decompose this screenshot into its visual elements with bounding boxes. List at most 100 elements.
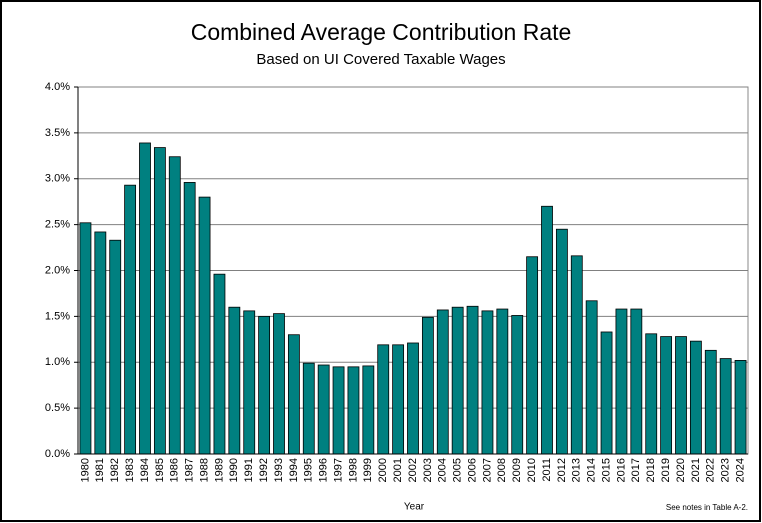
x-tick-label: 1982 (109, 458, 121, 482)
x-tick-label: 2022 (705, 458, 717, 482)
bar (511, 315, 524, 455)
bar (541, 205, 553, 455)
x-tick-label: 2004 (437, 458, 449, 482)
bar (94, 231, 107, 455)
bar (407, 342, 419, 455)
x-tick-label: 1981 (94, 458, 106, 482)
x-tick-label: 1998 (347, 458, 359, 482)
bar (689, 340, 702, 455)
x-tick-label: 1980 (79, 458, 91, 482)
bar (347, 366, 360, 455)
x-tick-label: 2013 (571, 458, 583, 482)
x-tick-label: 1983 (124, 458, 136, 482)
x-tick-label: 2012 (556, 458, 568, 482)
bar (153, 147, 166, 455)
bar (645, 333, 658, 455)
x-tick-label: 1984 (139, 458, 151, 482)
x-tick-label: 1994 (288, 458, 300, 482)
x-tick-label: 2014 (586, 458, 598, 482)
x-tick-label: 2003 (422, 458, 434, 482)
x-tick-label: 2009 (511, 458, 523, 482)
note: See notes in Table A-2. (666, 503, 748, 512)
x-tick-label: 1992 (258, 458, 270, 482)
bar (183, 182, 196, 455)
bar (213, 273, 226, 455)
x-tick-label: 2011 (541, 458, 553, 482)
bar (392, 344, 405, 455)
x-tick-label: 2020 (675, 458, 687, 482)
x-tick-label: 1988 (198, 458, 210, 482)
bar (451, 306, 464, 455)
bar (615, 308, 628, 455)
bar (332, 366, 345, 455)
bar (243, 310, 256, 455)
bar (124, 184, 137, 455)
x-tick-label: 1985 (154, 458, 166, 482)
x-tick-label: 2006 (466, 458, 478, 482)
x-tick-label: 2007 (481, 458, 493, 482)
bar (570, 255, 583, 455)
bar (585, 300, 598, 455)
x-tick-label: 1999 (362, 458, 374, 482)
bar (287, 334, 300, 455)
bar (526, 256, 539, 455)
y-tick-label: 0.0% (45, 448, 70, 460)
bar (719, 358, 732, 455)
x-axis-label: Year (404, 502, 425, 513)
bar (168, 156, 181, 455)
bar (258, 315, 271, 455)
y-tick-label: 1.5% (45, 310, 70, 322)
bar (79, 222, 92, 455)
y-tick-label: 2.5% (45, 219, 70, 231)
bar (139, 142, 151, 455)
bar (496, 308, 509, 455)
x-tick-label: 1996 (318, 458, 330, 482)
x-tick-label: 2005 (452, 458, 464, 482)
bar (377, 344, 390, 455)
bar (466, 305, 479, 455)
bar (109, 239, 122, 455)
y-tick-label: 3.5% (45, 127, 70, 139)
y-tick-label: 0.5% (45, 402, 70, 414)
x-tick-label: 1990 (228, 458, 240, 482)
bar (481, 310, 494, 455)
bar (302, 362, 315, 455)
x-tick-label: 2023 (720, 458, 732, 482)
y-tick-label: 2.0% (45, 264, 70, 276)
bar (436, 309, 449, 455)
y-tick-label: 4.0% (45, 81, 70, 93)
bar (273, 313, 285, 455)
bar (198, 196, 211, 455)
bar (600, 331, 613, 455)
x-tick-label: 1987 (184, 458, 196, 482)
bar (421, 316, 434, 455)
x-tick-label: 2000 (377, 458, 389, 482)
bar (630, 308, 643, 455)
x-tick-label: 2015 (600, 458, 612, 482)
chart-subtitle: Based on UI Covered Taxable Wages (256, 51, 505, 68)
bar (362, 365, 375, 455)
x-tick-label: 2010 (526, 458, 538, 482)
x-tick-label: 2024 (734, 458, 746, 482)
x-tick-label: 1993 (273, 458, 285, 482)
bar (228, 306, 241, 455)
bar (704, 349, 717, 455)
bar (734, 360, 747, 455)
x-tick-label: 1986 (169, 458, 181, 482)
x-tick-label: 1989 (213, 458, 225, 482)
x-tick-label: 2016 (615, 458, 627, 482)
x-tick-label: 2017 (630, 458, 642, 482)
x-tick-label: 2018 (645, 458, 657, 482)
y-tick-label: 3.0% (45, 173, 70, 185)
chart-title: Combined Average Contribution Rate (191, 19, 572, 45)
x-tick-label: 1991 (243, 458, 255, 482)
x-tick-label: 2019 (660, 458, 672, 482)
x-tick-label: 2021 (690, 458, 702, 482)
bar (660, 336, 673, 455)
y-tick-label: 1.0% (45, 356, 70, 368)
bar (675, 336, 687, 455)
x-tick-label: 2002 (407, 458, 419, 482)
bar (555, 228, 568, 455)
x-tick-label: 1995 (303, 458, 315, 482)
